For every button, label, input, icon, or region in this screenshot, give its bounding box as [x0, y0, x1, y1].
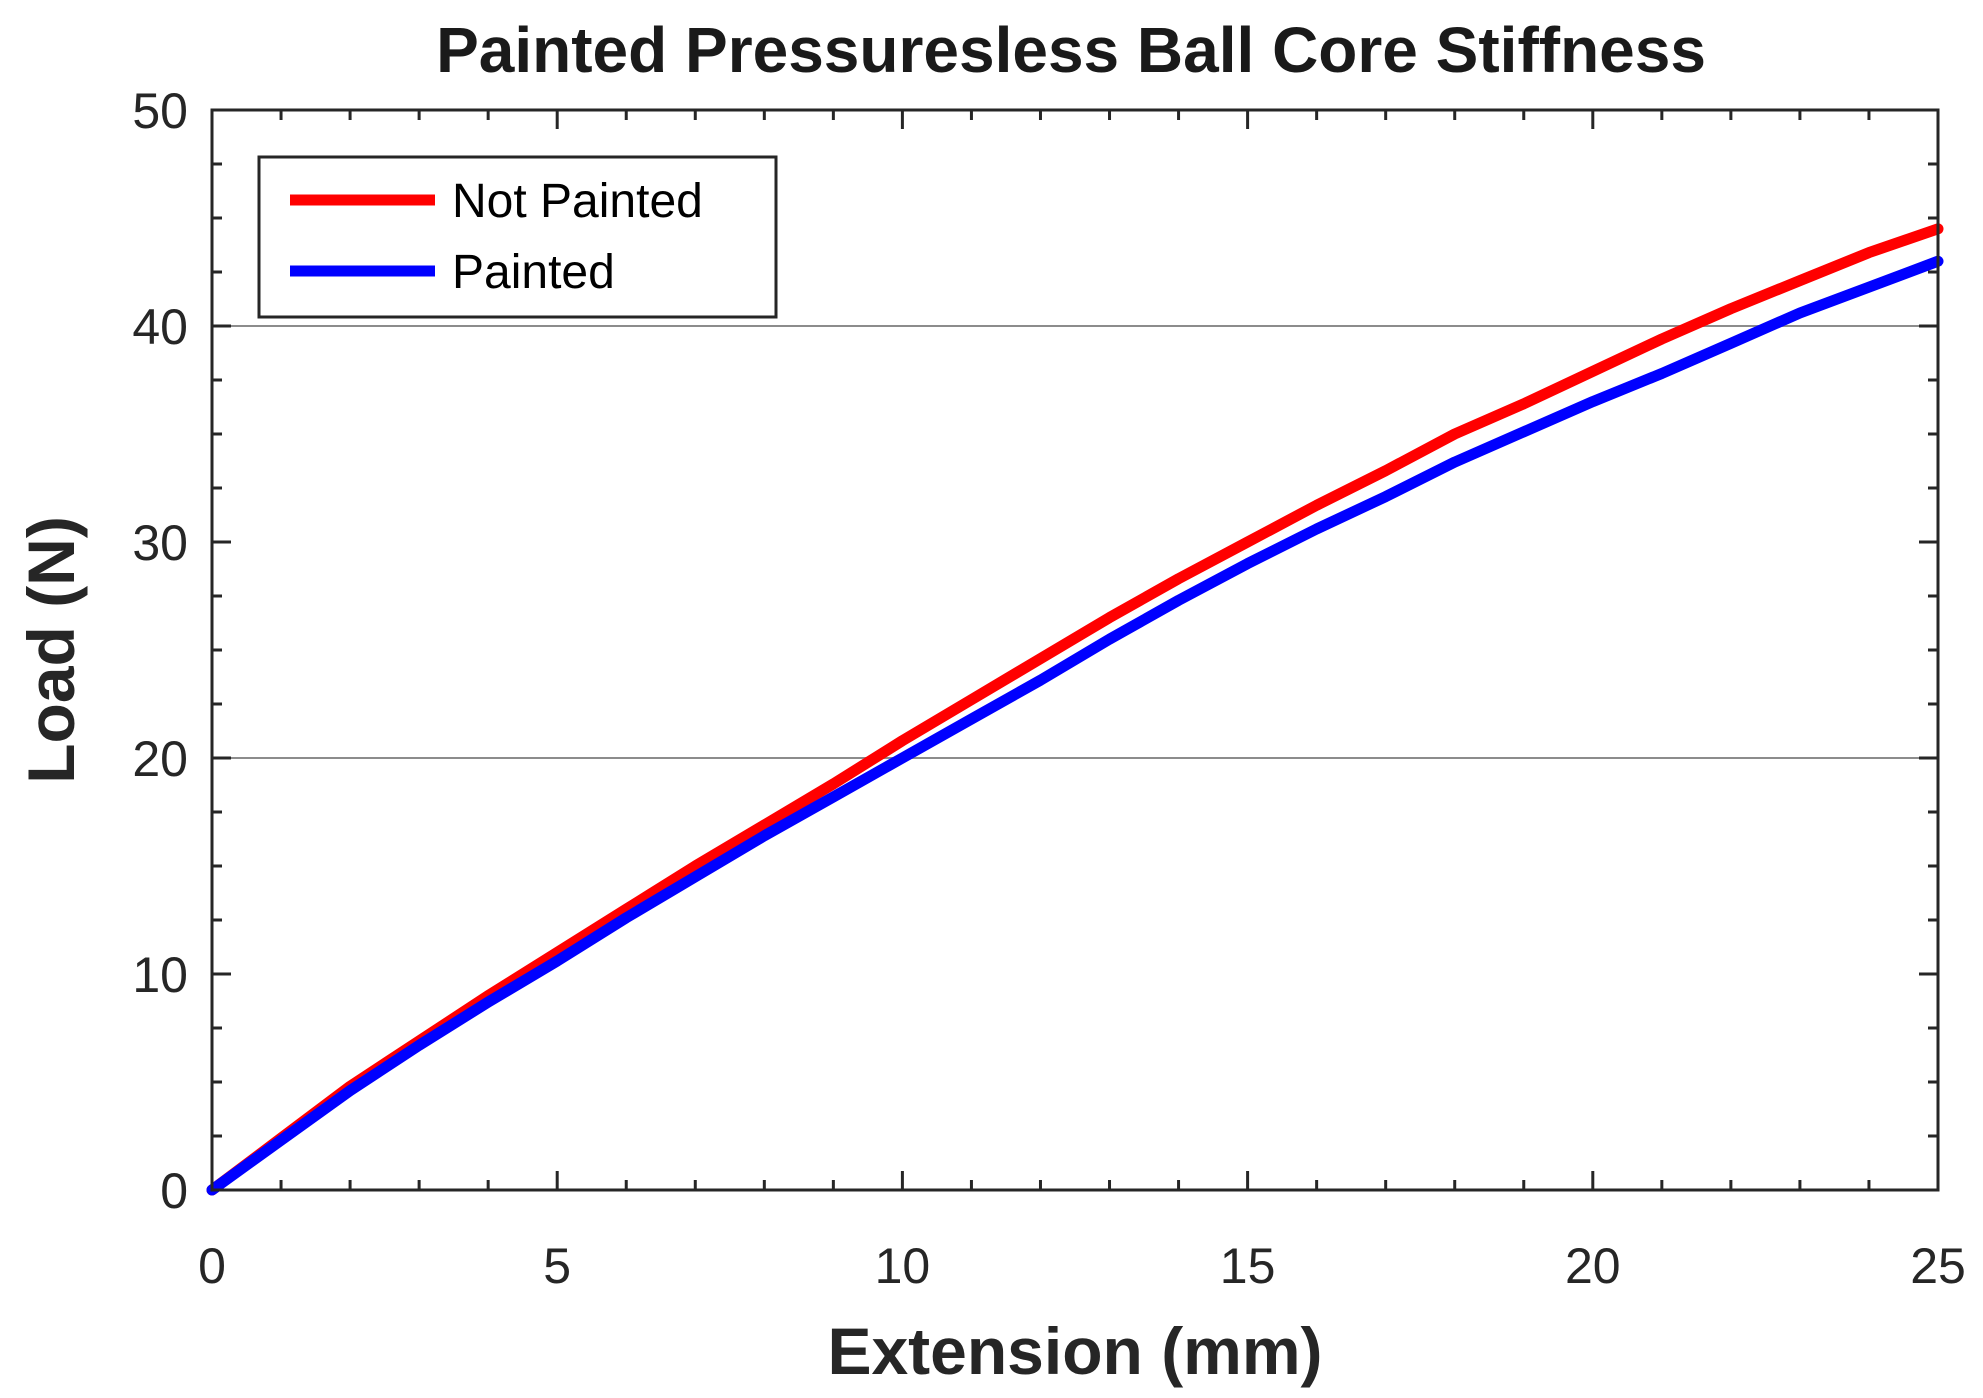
data-point-not-painted — [1656, 333, 1667, 344]
series-line-painted — [206, 255, 1944, 1196]
grid-layer — [212, 325, 1938, 759]
data-point-not-painted — [1173, 573, 1184, 584]
data-point-not-painted — [897, 735, 908, 746]
y-tick-label: 30 — [132, 515, 188, 571]
y-tick-label: 0 — [160, 1163, 188, 1219]
y-tick-label: 10 — [132, 947, 188, 1003]
data-point-painted — [552, 956, 563, 967]
data-point-painted — [621, 912, 632, 923]
data-point-painted — [345, 1085, 356, 1096]
data-point-painted — [1587, 396, 1598, 407]
data-point-painted — [690, 871, 701, 882]
data-point-painted — [414, 1040, 425, 1051]
tick-layer — [210, 108, 1940, 1192]
tick-label-layer: 0 5 10 15 20 25 0 10 20 30 40 50 — [132, 83, 1965, 1294]
legend-box — [257, 155, 778, 319]
data-point-painted — [1725, 338, 1736, 349]
legend-label-not-painted: Not Painted — [452, 175, 703, 228]
series-layer — [206, 223, 1944, 1196]
x-tick-label: 10 — [875, 1238, 931, 1294]
data-point-not-painted — [1311, 500, 1322, 511]
data-point-not-painted — [966, 694, 977, 705]
legend-label-painted: Painted — [452, 246, 615, 299]
legend: Not Painted Painted — [257, 155, 778, 319]
y-tick-label: 20 — [132, 731, 188, 787]
data-point-painted — [1173, 595, 1184, 606]
x-tick-label: 5 — [543, 1238, 571, 1294]
data-point-not-painted — [1104, 612, 1115, 623]
data-point-painted — [1449, 457, 1460, 468]
data-point-painted — [1242, 558, 1253, 569]
data-point-painted — [897, 753, 908, 763]
data-point-painted — [966, 714, 977, 725]
y-tick-label: 50 — [132, 83, 188, 139]
data-point-painted — [1794, 308, 1805, 319]
data-point-painted — [1518, 426, 1529, 437]
data-point-not-painted — [690, 861, 701, 871]
data-point-not-painted — [1380, 465, 1391, 476]
data-point-painted — [483, 997, 494, 1008]
data-point-painted — [1311, 524, 1322, 535]
data-point-painted — [1104, 634, 1115, 645]
data-point-painted — [759, 830, 770, 841]
data-point-not-painted — [1518, 398, 1529, 409]
data-point-painted — [276, 1135, 287, 1146]
data-point-not-painted — [1242, 537, 1253, 547]
data-point-not-painted — [1449, 429, 1460, 439]
data-point-painted — [1863, 282, 1874, 293]
data-point-painted — [1656, 368, 1667, 379]
data-point-not-painted — [1035, 653, 1046, 664]
y-tick-label: 40 — [132, 299, 188, 355]
y-axis-label: Load (N) — [14, 516, 88, 784]
data-point-not-painted — [828, 778, 839, 789]
data-point-painted — [1380, 491, 1391, 502]
data-point-painted — [828, 791, 839, 802]
x-tick-label: 20 — [1565, 1238, 1621, 1294]
data-point-not-painted — [759, 819, 770, 830]
data-point-not-painted — [1587, 366, 1598, 377]
data-point-not-painted — [1863, 247, 1874, 258]
x-axis-label: Extension (mm) — [827, 1314, 1322, 1388]
series-line-not-painted — [206, 223, 1944, 1196]
data-point-painted — [1035, 675, 1046, 686]
data-point-not-painted — [1794, 275, 1805, 286]
data-point-not-painted — [1725, 303, 1736, 314]
x-tick-label: 25 — [1910, 1238, 1966, 1294]
chart-title: Painted Pressuresless Ball Core Stiffnes… — [436, 14, 1706, 86]
x-tick-label: 0 — [198, 1238, 226, 1294]
x-tick-label: 15 — [1220, 1238, 1276, 1294]
